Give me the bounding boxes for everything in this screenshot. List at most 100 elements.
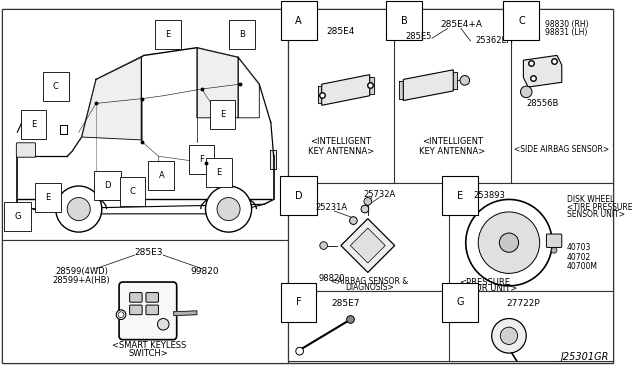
Text: <SMART KEYLESS: <SMART KEYLESS [112, 341, 186, 350]
Text: 28556B: 28556B [526, 99, 559, 108]
Text: <SIDE AIRBAG SENSOR>: <SIDE AIRBAG SENSOR> [514, 145, 609, 154]
Text: 285E4+A: 285E4+A [440, 20, 482, 29]
Circle shape [217, 198, 240, 221]
Text: E: E [165, 30, 171, 39]
Text: C: C [129, 187, 136, 196]
Polygon shape [350, 228, 385, 263]
Text: A: A [159, 171, 164, 180]
Text: E: E [31, 120, 36, 129]
Polygon shape [399, 81, 408, 99]
Polygon shape [270, 150, 276, 169]
Circle shape [349, 217, 357, 224]
Circle shape [56, 186, 102, 232]
Text: DISK WHEEL: DISK WHEEL [566, 195, 614, 204]
Text: 25231A: 25231A [316, 203, 348, 212]
Text: B: B [239, 30, 245, 39]
Circle shape [500, 327, 518, 344]
Polygon shape [197, 48, 238, 118]
Circle shape [460, 76, 470, 85]
Text: G: G [14, 212, 20, 221]
Circle shape [347, 316, 355, 323]
Text: SENSOR UNIT>: SENSOR UNIT> [566, 210, 625, 219]
Text: <PRESSURE: <PRESSURE [460, 278, 511, 286]
Bar [288, 9, 612, 183]
Text: SENSOR UNIT>: SENSOR UNIT> [453, 284, 517, 293]
Text: DIAGNOSIS>: DIAGNOSIS> [346, 283, 394, 292]
Text: 285E5: 285E5 [406, 32, 432, 41]
Text: E: E [457, 190, 463, 201]
Circle shape [361, 205, 369, 213]
Text: 285E3: 285E3 [134, 248, 163, 257]
Text: 285E4: 285E4 [327, 27, 355, 36]
Text: A: A [295, 16, 302, 26]
FancyBboxPatch shape [17, 143, 36, 157]
Circle shape [296, 347, 303, 355]
Polygon shape [322, 75, 370, 105]
Polygon shape [238, 57, 259, 84]
Bar [2, 240, 288, 363]
Bar [2, 9, 288, 240]
Text: F: F [296, 297, 301, 307]
Polygon shape [82, 57, 141, 140]
Circle shape [116, 310, 126, 320]
Circle shape [118, 312, 124, 318]
Text: 28599(4WD): 28599(4WD) [55, 267, 108, 276]
Polygon shape [341, 219, 395, 272]
Polygon shape [524, 55, 562, 87]
Polygon shape [318, 86, 326, 103]
Circle shape [67, 198, 90, 221]
Text: 98831 (LH): 98831 (LH) [545, 28, 588, 37]
Text: E: E [45, 193, 51, 202]
Text: 40700M: 40700M [566, 262, 598, 271]
FancyBboxPatch shape [130, 293, 142, 302]
Text: E: E [216, 168, 221, 177]
Text: <INTELLIGENT: <INTELLIGENT [310, 137, 371, 146]
Polygon shape [366, 77, 374, 94]
Text: 27722P: 27722P [506, 299, 540, 308]
Circle shape [320, 242, 328, 249]
Circle shape [478, 212, 540, 273]
Text: G: G [456, 297, 464, 307]
Text: C: C [52, 81, 59, 91]
Text: 25362EA: 25362EA [476, 36, 513, 45]
Text: <INTELLIGENT: <INTELLIGENT [422, 137, 483, 146]
Text: SWITCH>: SWITCH> [129, 349, 169, 357]
Text: <AIRBAG SENSOR &: <AIRBAG SENSOR & [331, 276, 408, 286]
Text: 40703: 40703 [566, 243, 591, 252]
Polygon shape [174, 311, 197, 316]
Text: 99820: 99820 [190, 267, 219, 276]
Text: J25301GR: J25301GR [561, 352, 609, 362]
Text: F: F [199, 155, 204, 164]
Circle shape [466, 199, 552, 286]
Text: 98830 (RH): 98830 (RH) [545, 20, 588, 29]
Text: 98820: 98820 [318, 274, 344, 283]
Text: 253893: 253893 [474, 191, 506, 200]
Bar [288, 291, 612, 361]
Text: 285E7: 285E7 [332, 299, 360, 308]
FancyBboxPatch shape [130, 305, 142, 315]
FancyBboxPatch shape [547, 234, 562, 247]
Text: KEY ANTENNA>: KEY ANTENNA> [419, 147, 485, 156]
Text: E: E [220, 110, 225, 119]
FancyBboxPatch shape [146, 293, 159, 302]
Circle shape [492, 318, 526, 353]
Circle shape [520, 86, 532, 98]
Circle shape [364, 198, 372, 205]
Circle shape [205, 186, 252, 232]
Circle shape [499, 233, 518, 252]
Polygon shape [403, 70, 453, 100]
Circle shape [157, 318, 169, 330]
Text: <TIRE PRESSURE: <TIRE PRESSURE [566, 203, 632, 212]
Text: D: D [295, 190, 303, 201]
Circle shape [551, 247, 557, 253]
FancyBboxPatch shape [119, 282, 177, 340]
Text: KEY ANTENNA>: KEY ANTENNA> [308, 147, 374, 156]
Text: 28599+A(HB): 28599+A(HB) [52, 276, 111, 285]
Text: D: D [104, 180, 111, 190]
Text: C: C [518, 16, 525, 26]
Polygon shape [449, 72, 457, 89]
Text: 40702: 40702 [566, 253, 591, 262]
Text: B: B [401, 16, 408, 26]
Text: 25732A: 25732A [363, 190, 396, 199]
FancyBboxPatch shape [146, 305, 159, 315]
